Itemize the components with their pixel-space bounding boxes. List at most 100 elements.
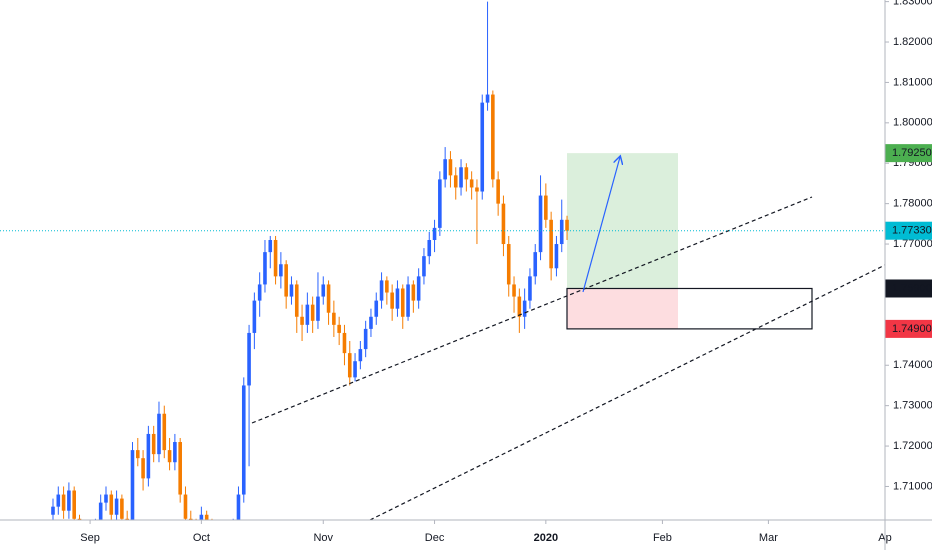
level-label: 1.74900 [892,323,932,335]
candle-body [226,539,230,543]
candle-body [130,450,135,520]
candle-body [141,458,145,479]
candle-body [194,527,198,531]
candle-body [538,195,543,253]
candle-body [337,324,341,333]
candle-body [491,94,495,180]
candle-body [559,219,564,245]
candle-body [178,442,182,495]
candle-body [395,288,400,309]
candle-body [257,284,262,301]
candle-body [146,433,151,479]
candle-body [210,527,214,535]
y-tick-label: 1.72000 [893,440,932,452]
candle-body [104,494,108,503]
candle-body [411,284,416,301]
candle-body [363,328,368,350]
candle-body [77,518,82,520]
level-box [885,279,932,298]
candle-body [120,498,124,519]
candle-body [326,284,331,313]
candle-body [56,494,61,507]
candle-body [448,159,453,176]
candle-body [554,244,559,269]
candle-body [204,514,209,520]
y-tick-label: 1.77000 [893,238,932,250]
candle-body [549,219,553,269]
candle-body [533,252,538,277]
level-label: 1.79250 [892,147,932,159]
candle-body [199,514,204,520]
candle-body [506,244,511,285]
candle-body [512,284,516,297]
target-zone [567,153,678,289]
candle-body [162,413,167,451]
candle-body [390,292,394,309]
candle-body [416,276,421,301]
candle-body [135,450,140,459]
candle-body [72,490,76,519]
candle-body [61,494,66,511]
candle-body [167,450,172,463]
candle-body [268,240,273,253]
candle-body [422,256,426,277]
candle-body [109,494,114,515]
candle-body [501,203,506,245]
x-tick-label: Dec [425,532,445,544]
y-tick-label: 1.71000 [893,480,932,492]
y-tick-label: 1.78000 [893,198,932,210]
candle-body [385,280,389,293]
candle-body [496,179,500,204]
candle-body [98,502,103,520]
candle-body [464,167,469,180]
candle-body [241,385,246,495]
candle-body [294,284,299,317]
candle-body [236,494,241,520]
y-tick-label: 1.74000 [893,359,932,371]
candle-body [300,316,304,325]
trendline [251,196,813,424]
range-box [566,287,813,330]
candle-body [173,442,177,463]
candle-body [247,332,251,386]
candle-body [310,304,315,321]
candle-body [263,252,267,285]
candle-body [67,490,71,511]
candle-body [51,506,55,515]
level-label: 1.75900 [892,282,932,294]
level-box [885,144,932,163]
candle-body [369,316,373,329]
candle-body [480,102,485,192]
candle-body [459,167,463,188]
candle-body [231,527,235,539]
trendline [369,264,885,520]
candle-body [427,240,432,257]
candle-body [379,280,384,301]
y-tick-label: 1.82000 [893,36,932,48]
candle-body [332,312,336,325]
candle-body [114,498,119,515]
candle-body [215,531,219,535]
x-tick-label: Feb [653,532,672,544]
candle-body [358,349,363,362]
candle-body [432,227,437,240]
x-tick-label: Nov [313,532,333,544]
candle-body [125,518,129,520]
candle-body [517,296,522,317]
stop-zone [567,288,678,329]
y-tick-label: 1.83000 [893,0,932,8]
current-price-box [885,221,932,240]
candle-body [252,300,257,333]
candle-body [221,531,225,543]
candle-body [151,433,156,455]
y-tick-label: 1.81000 [893,76,932,88]
candle-body [273,240,278,277]
candle-body [284,264,288,297]
candle-body [469,179,474,188]
candle-body [544,195,548,220]
candle-body [528,276,532,301]
candle-body [183,494,188,519]
x-tick-label: Mar [759,532,778,544]
candle-body [443,159,447,180]
